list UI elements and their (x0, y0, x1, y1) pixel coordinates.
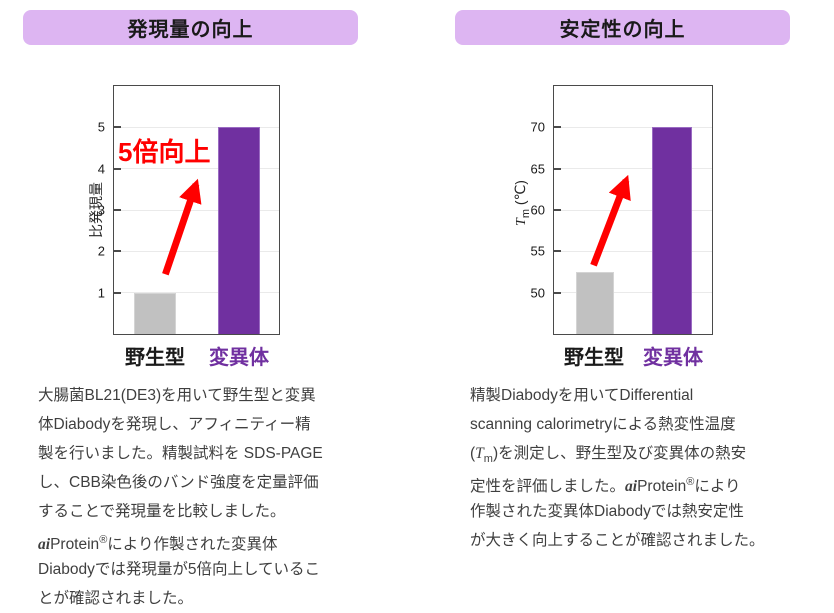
bar-mutant (652, 127, 692, 334)
text-line: し、CBB染色後のバンド強度を定量評価 (38, 474, 319, 491)
gridline (554, 250, 712, 252)
y-tick-label: 50 (530, 285, 545, 301)
tm-symbol: T (475, 445, 484, 462)
gridline (554, 209, 712, 211)
text-line: が大きく向上することが確認されました。 (470, 532, 765, 549)
tick-mark (554, 167, 561, 170)
x-category-wild-type: 野生型 (125, 347, 185, 369)
tm-subscript: m (519, 208, 532, 218)
text-segment: ( (470, 445, 476, 462)
gridline (554, 126, 712, 128)
tm-units: (℃) (512, 179, 529, 209)
tm-symbol: T (514, 217, 530, 226)
text-line: とが確認されました。 (38, 590, 194, 607)
gridline (114, 126, 279, 128)
stability-bar-chart: 50 55 60 65 70 (512, 85, 713, 335)
tick-mark (554, 250, 561, 253)
ai-brand: ai (625, 478, 638, 496)
tick-mark (114, 250, 121, 253)
registered-mark: ® (99, 534, 108, 546)
y-tick-label: 70 (530, 119, 545, 135)
protein-product: Protein (50, 536, 100, 554)
text-line: scanning calorimetryによる熱変性温度 (470, 416, 736, 433)
text-line: 大腸菌BL21(DE3)を用いて野生型と変異 (38, 387, 316, 404)
tick-mark (554, 126, 561, 129)
y-axis-title: Tm (℃) (512, 180, 532, 226)
text-line: することで発現量を比較しました。 (38, 503, 286, 520)
gridline (554, 168, 712, 170)
stability-description: 精製Diabodyを用いてDifferential scanning calor… (470, 381, 765, 555)
section-header-expression: 発現量の向上 (23, 10, 358, 45)
gridline (114, 168, 279, 170)
text-line: 精製Diabodyを用いてDifferential (470, 387, 694, 404)
x-category-wild-type: 野生型 (564, 347, 624, 369)
text-segment: により (694, 478, 741, 496)
y-tick-label: 4 (97, 161, 105, 177)
text-segment: 定性を評価しました。 (470, 478, 626, 496)
section-header-stability-label: 安定性の向上 (559, 19, 686, 41)
y-tick-label: 2 (97, 243, 105, 259)
text-line: 体Diabodyを発現し、アフィニティー精 (38, 416, 311, 433)
tick-mark (114, 126, 121, 129)
tick-mark (114, 167, 121, 170)
y-tick-label: 65 (530, 161, 545, 177)
y-tick-label: 5 (97, 119, 105, 135)
bar-wild-type (134, 292, 176, 334)
x-category-mutant: 変異体 (209, 347, 269, 369)
expression-description: 大腸菌BL21(DE3)を用いて野生型と変異 体Diabodyを発現し、アフィニ… (38, 381, 323, 613)
tm-subscript: m (483, 453, 493, 466)
text-segment: により作製された変異体 (107, 536, 278, 554)
y-tick-label: 3 (97, 202, 105, 218)
y-tick-label: 60 (530, 202, 545, 218)
text-segment: )を測定し、野生型及び変異体の熱安 (492, 445, 747, 462)
y-tick-label: 1 (97, 285, 105, 301)
text-line: Diabodyでは発現量が5倍向上しているこ (38, 561, 321, 578)
gridline (114, 292, 279, 294)
fold-improvement-annotation: 5倍向上 (118, 137, 211, 167)
tick-mark (554, 209, 561, 211)
text-line: (Tm)を測定し、野生型及び変異体の熱安 (470, 439, 765, 468)
tick-mark (554, 291, 561, 294)
gridline (554, 292, 712, 294)
text-line: 作製された変異体Diabodyでは熱安定性 (470, 503, 744, 520)
x-category-mutant: 変異体 (643, 347, 703, 369)
ai-brand: ai (38, 536, 51, 554)
section-header-stability: 安定性の向上 (455, 10, 790, 45)
section-header-expression-label: 発現量の向上 (127, 19, 254, 41)
expression-bar-chart: 1 2 3 4 5 (88, 85, 280, 335)
protein-product: Protein (637, 478, 687, 496)
y-axis-title: 比発現量 (88, 182, 104, 238)
text-line: aiProtein®により作製された変異体 (38, 526, 323, 555)
text-line: 定性を評価しました。aiProtein®により (470, 468, 765, 497)
tick-mark (114, 209, 121, 211)
tick-mark (114, 291, 121, 294)
registered-mark: ® (686, 476, 695, 488)
y-tick-label: 55 (530, 243, 545, 259)
bar-mutant (218, 127, 260, 334)
text-line: 製を行いました。精製試料を SDS-PAGE (38, 445, 323, 462)
bar-wild-type (576, 272, 614, 334)
